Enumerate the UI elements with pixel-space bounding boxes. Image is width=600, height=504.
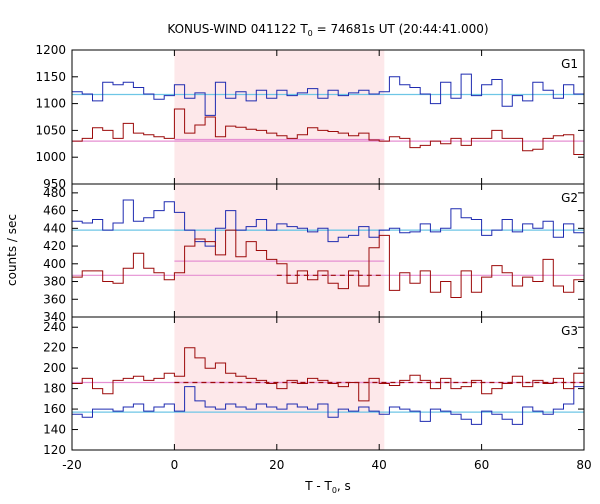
panel-g2: 340 360 380 400 420 440 460 480 G2 [43, 183, 585, 324]
y-tick-label: 220 [43, 341, 66, 355]
y-tick-label: 240 [43, 320, 66, 334]
x-tick-label: 80 [576, 458, 591, 472]
y-tick-label: 1150 [35, 70, 66, 84]
x-tick-label: 20 [269, 458, 284, 472]
panel-g3: 120 140 160 180 200 220 240 G3 [43, 316, 585, 457]
y-tick-label: 140 [43, 423, 66, 437]
y-tick-label: 480 [43, 186, 66, 200]
y-tick-label: 460 [43, 204, 66, 218]
highlight-region [174, 184, 385, 317]
y-tick-label: 1000 [35, 150, 66, 164]
x-tick-label: 0 [171, 458, 179, 472]
y-tick-label: 1050 [35, 123, 66, 137]
panel-g1: 950 1000 1050 1100 1150 1200 G1 [35, 43, 585, 191]
plot-area: 95010001050110011501200G1340360380400420… [35, 43, 591, 472]
series-group [72, 199, 584, 298]
y-tick-label: 1200 [35, 43, 66, 57]
y-tick-label: 160 [43, 402, 66, 416]
x-axis-label: T - T0, s [304, 479, 351, 495]
y-tick-label: 120 [43, 443, 66, 457]
series-red [72, 108, 584, 155]
y-axis-label: counts / sec [5, 214, 19, 286]
series-blue [72, 199, 584, 247]
y-tick-label: 420 [43, 239, 66, 253]
highlight-region [174, 317, 385, 450]
y-tick-label: 440 [43, 221, 66, 235]
y-tick-label: 380 [43, 275, 66, 289]
panel-label: G3 [561, 324, 578, 338]
series-group [72, 73, 584, 155]
x-tick-label: -20 [62, 458, 82, 472]
y-tick-label: 360 [43, 292, 66, 306]
y-tick-label: 340 [43, 310, 66, 324]
panel-label: G2 [561, 191, 578, 205]
y-tick-label: 180 [43, 382, 66, 396]
chart-title: KONUS-WIND 041122 T0 = 74681s UT (20:44:… [167, 22, 488, 38]
series-red [72, 229, 584, 298]
y-tick-label: 1100 [35, 97, 66, 111]
x-tick-label: 40 [372, 458, 387, 472]
y-tick-label: 400 [43, 257, 66, 271]
panel-label: G1 [561, 57, 578, 71]
series-blue [72, 386, 584, 425]
series-group [72, 347, 584, 425]
x-tick-label: 60 [474, 458, 489, 472]
panel-frame [71, 316, 585, 451]
y-tick-label: 200 [43, 361, 66, 375]
series-blue [72, 73, 584, 116]
y-tick-label: 950 [43, 177, 66, 191]
